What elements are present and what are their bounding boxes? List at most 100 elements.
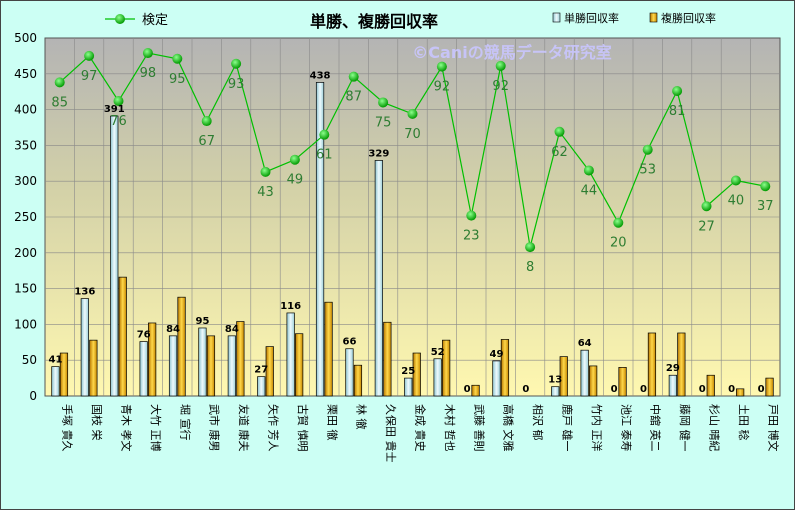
data-label-line: 27 [698,219,715,234]
bar-fukusho [383,321,392,397]
line-point [378,97,389,108]
bars [51,82,774,397]
bar-fukusho [589,365,598,397]
watermark: ©Caniの競馬データ研究室 [412,43,611,62]
line-point [554,126,565,137]
x-tick-label: 武市 康男 [208,404,222,452]
legend: 検定 単勝回収率 複勝回収率 [105,11,716,28]
line-point [466,210,477,221]
line-point [172,53,183,64]
x-tick-label: 堀 宣行 [178,404,192,441]
data-label-tansho: 84 [166,324,180,335]
line-point [407,108,418,119]
bar-tansho [110,115,119,397]
data-label-line: 98 [140,66,157,81]
data-label-tansho: 329 [368,148,389,159]
data-label-line: 92 [492,79,509,94]
data-label-line: 8 [526,260,534,275]
data-label-line: 92 [434,80,451,95]
chart-title: 単勝、複勝回収率 [310,12,438,31]
x-tick-label: 青木 孝文 [120,404,134,452]
bar-tansho [374,160,383,397]
data-label-line: 61 [316,148,333,163]
data-label-line: 97 [81,69,98,84]
y-tick-label: 350 [14,138,37,152]
line-point [730,175,741,186]
data-label-line: 40 [728,193,745,208]
line-point [701,201,712,212]
data-label-tansho: 27 [254,365,268,376]
data-label-tansho: 29 [666,363,680,374]
data-label-line: 43 [257,185,274,200]
line-point [289,154,300,165]
legend-dot-marker [115,14,125,24]
x-tick-label: 古賀 慎明 [296,404,310,452]
data-label-tansho: 25 [401,366,415,377]
data-label-tansho: 84 [225,324,239,335]
bar-fukusho [236,321,245,397]
grid-lines [45,38,780,396]
data-label-tansho: 0 [522,384,529,395]
x-tick-label: 武藤 善則 [472,404,486,452]
data-label-tansho: 52 [431,347,445,358]
x-tick-label: 池江 泰寿 [619,404,633,452]
bar-tansho [433,358,442,397]
bar-tansho [51,366,60,397]
bar-fukusho [324,301,333,397]
x-tick-label: 国枝 栄 [90,404,104,441]
x-tick-label: 戸田 博文 [766,404,780,452]
bar-fukusho [442,339,451,397]
bar-tansho [286,312,295,397]
bar-tansho [257,376,266,397]
data-label-line: 37 [757,199,774,214]
x-tick-label: 久保田 貴士 [384,404,398,463]
bar-fukusho [206,335,216,397]
data-label-tansho: 391 [104,104,125,115]
line-point [436,61,447,72]
line-point [348,71,359,82]
line-point [231,58,242,69]
line-point [319,129,330,140]
bar-tansho [492,360,501,397]
legend-label-fukusho: 複勝回収率 [661,11,716,25]
line-point [583,165,594,176]
bar-fukusho [618,367,627,397]
x-tick-label: 藤岡 健一 [678,404,691,452]
data-label-line: 75 [375,115,392,130]
legend-swatch-fukusho [649,12,658,23]
y-tick-label: 200 [14,246,37,260]
bar-fukusho [295,333,304,397]
data-label-tansho: 49 [489,349,503,360]
legend-swatch-tansho [552,12,561,23]
bar-fukusho [647,332,657,397]
line-point [54,77,65,88]
data-label-line: 62 [551,145,568,160]
data-label-tansho: 41 [48,355,62,366]
x-tick-label: 相沢 郁 [531,404,545,441]
data-label-line: 95 [169,72,186,87]
bar-fukusho [677,332,686,397]
data-label-line: 81 [669,104,686,119]
data-label-tansho: 64 [578,338,592,349]
data-label-line: 70 [404,127,421,142]
bar-fukusho [765,377,774,397]
data-label-line: 49 [287,173,304,188]
line-point [672,85,683,96]
x-tick-label: 手塚 貴久 [61,404,75,452]
data-label-tansho: 116 [280,301,301,312]
line-point [113,96,124,107]
bar-tansho [404,377,413,397]
y-tick-label: 500 [14,31,37,45]
data-label-tansho: 0 [699,384,706,395]
line-point [642,144,653,155]
bar-fukusho [353,364,363,397]
line-point [525,242,536,253]
x-tick-label: 木村 哲也 [443,404,457,452]
data-labels: 4113639176849584271164386632925520490136… [48,66,773,395]
x-axis-ticks: 手塚 貴久 国枝 栄 青木 孝文 大竹 正博 堀 宣行 武市 康男 友道 康夫 矢作 芳人 古賀… [61,404,781,463]
data-label-line: 44 [581,183,598,198]
data-label-line: 53 [639,163,656,178]
x-tick-label: 鹿戸 雄一 [561,404,575,452]
bar-fukusho [148,322,157,397]
